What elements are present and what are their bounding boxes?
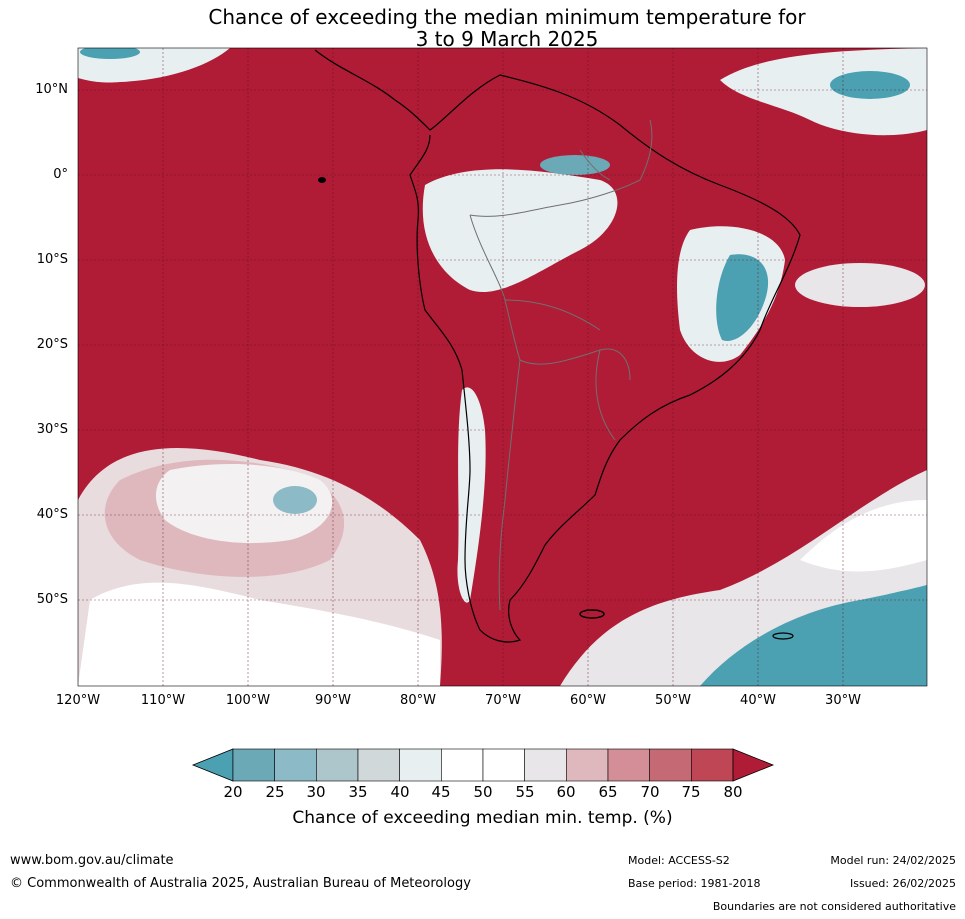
southern-ocean-blue-east — [700, 585, 927, 686]
lon-label: 60°W — [570, 693, 606, 708]
lat-label: 40°S — [36, 507, 68, 522]
colorbar-box — [607, 748, 650, 782]
blue-spot-west — [273, 486, 317, 514]
chart-title-line2: 3 to 9 March 2025 — [415, 27, 599, 51]
lat-label: 50°S — [36, 592, 68, 607]
lat-label: 0° — [53, 167, 68, 182]
lon-label: 100°W — [225, 693, 271, 708]
amazon-patch — [422, 169, 618, 292]
map-area — [78, 48, 927, 686]
southern-ocean-white-mid — [155, 464, 333, 544]
amazon-blue — [540, 155, 610, 175]
southern-ocean-white-west — [78, 582, 440, 686]
colorbar-tick: 35 — [348, 783, 368, 801]
colorbar-tick: 55 — [515, 783, 535, 801]
colorbar-box — [482, 748, 525, 782]
graticule — [78, 48, 927, 686]
colorbar-tick: 20 — [223, 783, 243, 801]
lon-label: 80°W — [400, 693, 436, 708]
south-georgia — [772, 632, 794, 640]
footer-issued: Issued: 26/02/2025 — [849, 877, 956, 890]
colorbar-box — [232, 748, 275, 782]
colorbar-extend-low — [191, 748, 234, 782]
lat-label: 10°S — [36, 252, 68, 267]
galapagos — [318, 177, 326, 183]
colorbar-tick: 40 — [390, 783, 410, 801]
colorbar-tick: 50 — [473, 783, 493, 801]
footer-model-run: Model run: 24/02/2025 — [830, 854, 956, 867]
footer-disclaimer: Boundaries are not considered authoritat… — [712, 900, 956, 913]
colorbar-tick: 30 — [306, 783, 326, 801]
colorbar-tick: 70 — [640, 783, 660, 801]
chile-strip — [457, 387, 486, 603]
colorbar-tick: 75 — [681, 783, 701, 801]
colorbar-boxes — [232, 748, 734, 782]
atlantic-white-east — [795, 263, 925, 307]
northeast-blue — [830, 71, 910, 99]
colorbar — [191, 748, 775, 782]
colorbar-tick: 80 — [723, 783, 743, 801]
colorbar-box — [691, 748, 734, 782]
footer-url[interactable]: www.bom.gov.au/climate — [10, 853, 174, 868]
colorbar-box — [274, 748, 317, 782]
lon-label: 110°W — [140, 693, 186, 708]
colorbar-box — [524, 748, 567, 782]
lon-label: 90°W — [315, 693, 351, 708]
colorbar-box — [399, 748, 442, 782]
colorbar-box — [316, 748, 359, 782]
colorbar-tick: 60 — [556, 783, 576, 801]
colorbar-box — [357, 748, 400, 782]
lon-label: 30°W — [825, 693, 861, 708]
chart-title-line1: Chance of exceeding the median minimum t… — [208, 5, 806, 29]
northeast-patch — [720, 48, 927, 136]
lon-label: 120°W — [55, 693, 101, 708]
colorbar-title: Chance of exceeding median min. temp. (%… — [292, 808, 673, 828]
colorbar-tick: 65 — [598, 783, 618, 801]
colorbar-box — [649, 748, 692, 782]
lon-label: 70°W — [485, 693, 521, 708]
lon-label: 50°W — [655, 693, 691, 708]
map-frame — [77, 47, 928, 687]
lon-label: 40°W — [740, 693, 776, 708]
lat-label: 20°S — [36, 337, 68, 352]
colorbar-tick: 25 — [265, 783, 285, 801]
lat-label: 30°S — [36, 422, 68, 437]
colorbar-extend-high — [732, 748, 775, 782]
footer-copyright: © Commonwealth of Australia 2025, Austra… — [10, 876, 471, 891]
falklands — [579, 609, 605, 619]
colorbar-box — [566, 748, 609, 782]
northwest-blue — [80, 48, 140, 59]
footer-base-period: Base period: 1981-2018 — [628, 877, 761, 890]
southern-ocean-white-east — [800, 500, 927, 572]
footer-model: Model: ACCESS-S2 — [628, 854, 730, 867]
colorbar-tick: 45 — [431, 783, 451, 801]
colorbar-box — [441, 748, 484, 782]
country-borders — [469, 119, 653, 611]
brazil-east-blue — [716, 254, 769, 341]
south-america-coastline — [314, 49, 801, 643]
lat-label: 10°N — [35, 82, 68, 97]
